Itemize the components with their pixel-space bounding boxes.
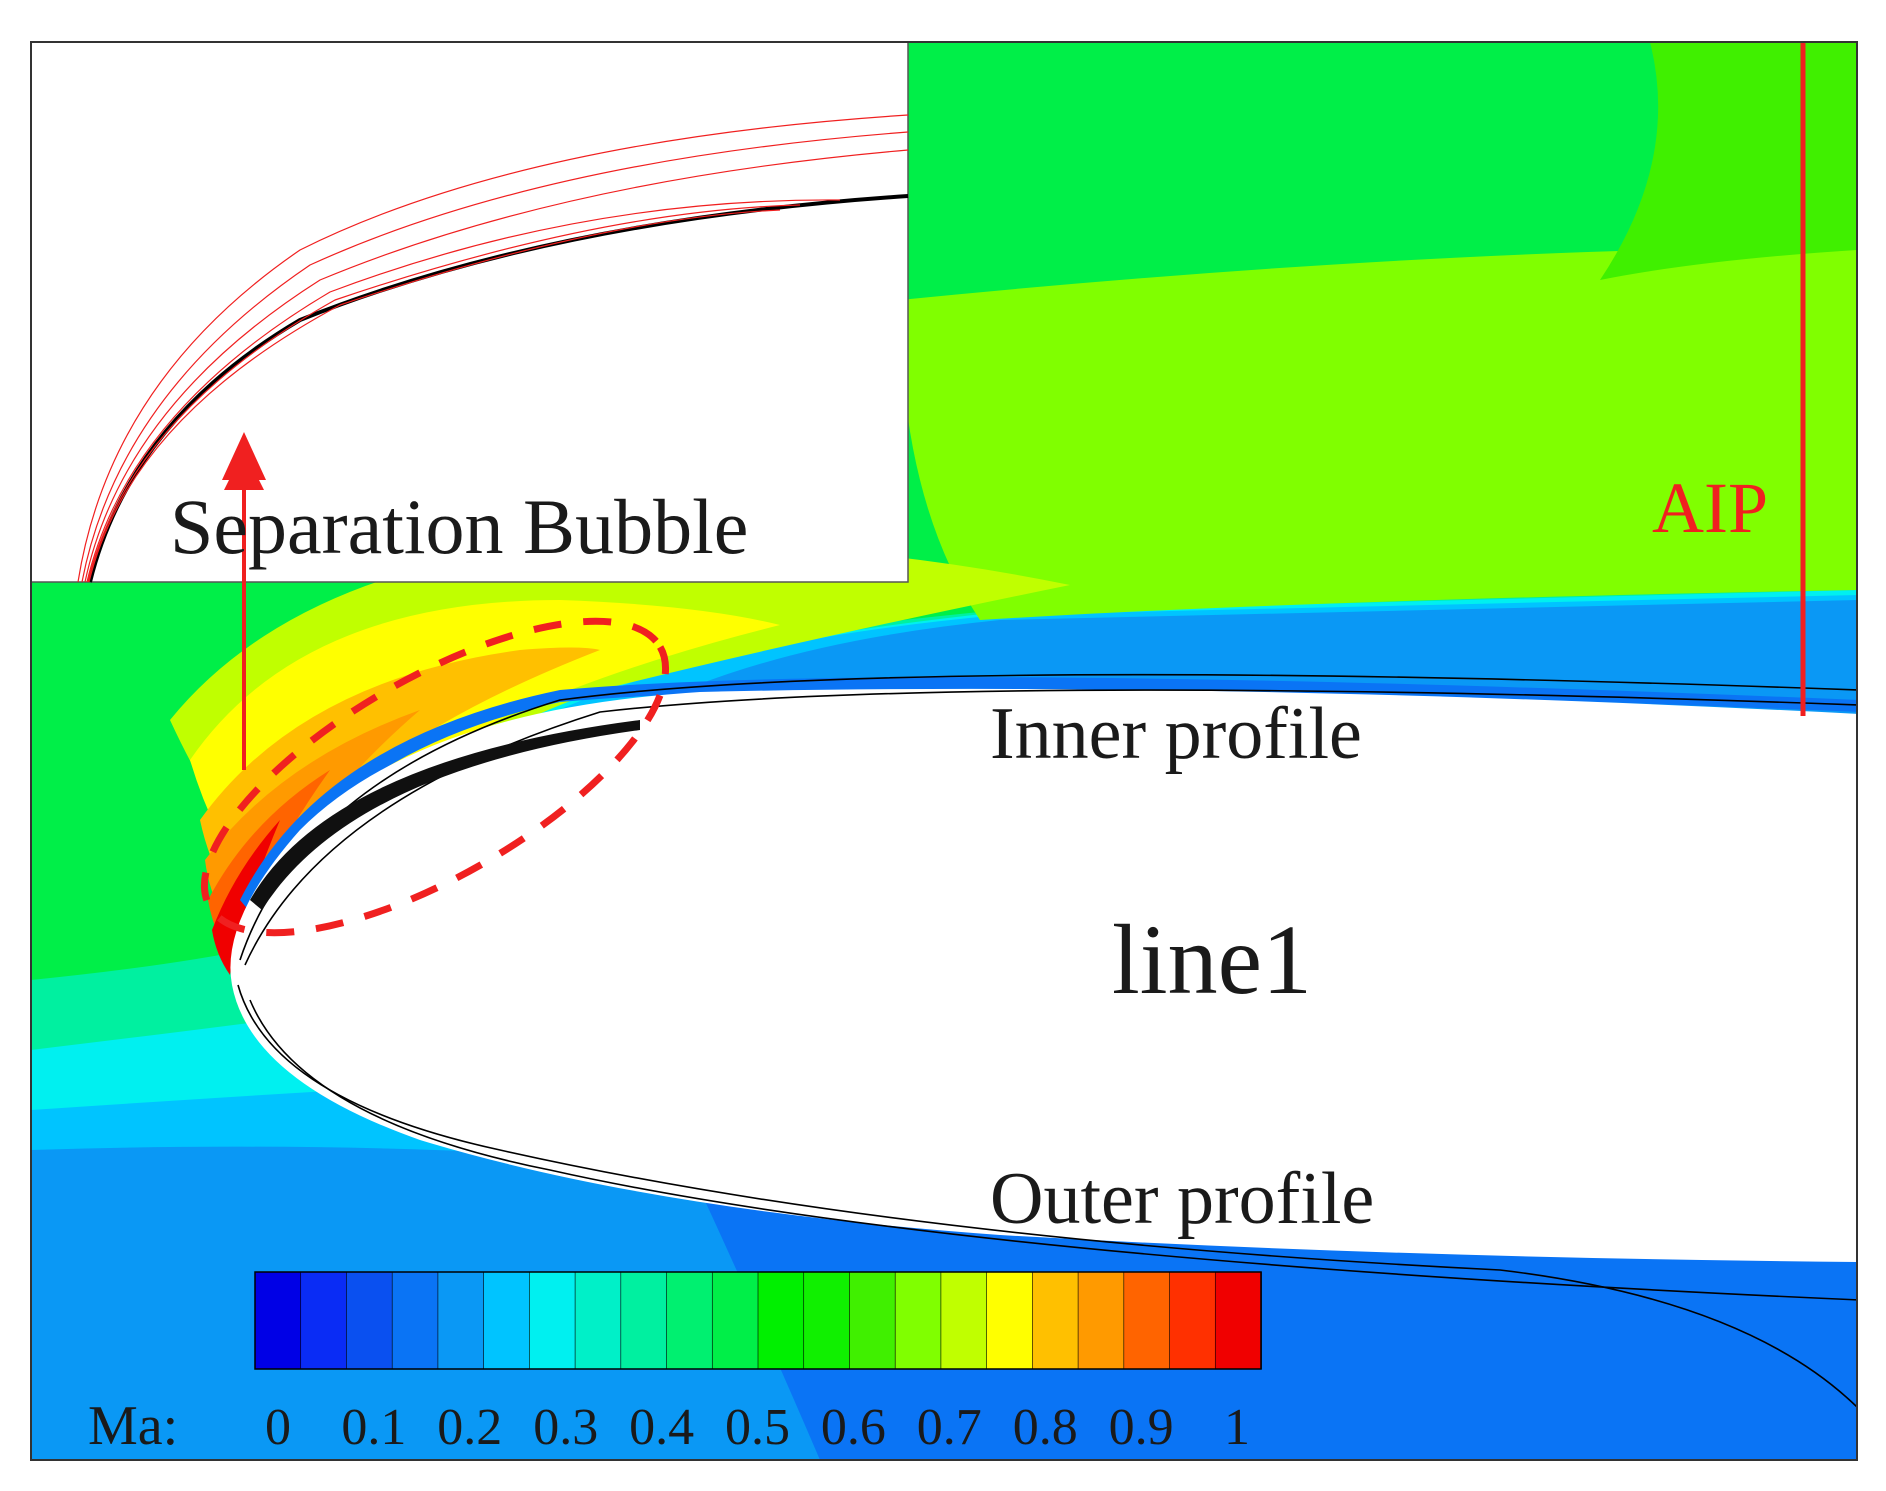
- colorbar-tick-label: 0.1: [341, 1399, 406, 1456]
- outer-profile-label: Outer profile: [990, 1158, 1374, 1240]
- inset-streamline-3: [84, 149, 909, 583]
- contour-band-blue-lower: [700, 1190, 1857, 1460]
- colorbar-cell: [483, 1271, 531, 1370]
- aip-label: AIP: [1652, 468, 1768, 548]
- colorbar: Ma: 0 0.1 0.2 0.3 0.4 0.5 0.6 0.7 0.8 0.9 1: [88, 1271, 1262, 1457]
- colorbar-cell: [711, 1271, 759, 1370]
- line1-label: line1: [1112, 904, 1312, 1015]
- nacelle-lip-body: [230, 688, 1857, 1262]
- colorbar-cell: [757, 1271, 805, 1370]
- colorbar-cell: [437, 1271, 485, 1370]
- inset-streamline-2: [81, 131, 909, 583]
- colorbar-cell: [391, 1271, 439, 1370]
- streamline-upper-2: [244, 689, 1857, 966]
- colorbar-title: Ma:: [88, 1395, 178, 1457]
- colorbar-frame: [254, 1271, 1262, 1370]
- inset-streamlines: [77, 114, 909, 583]
- colorbar-tick-label: 0.8: [1013, 1399, 1078, 1456]
- colorbar-tick-labels: 0 0.1 0.2 0.3 0.4 0.5 0.6 0.7 0.8 0.9 1: [265, 1399, 1250, 1456]
- separation-bubble-inset: [30, 41, 909, 583]
- contour-band-boundary-layer: [240, 677, 1857, 912]
- colorbar-cell: [666, 1271, 714, 1370]
- contour-band-yellow: [190, 600, 780, 920]
- plot-frame: [30, 41, 1858, 1461]
- colorbar-cell: [529, 1271, 576, 1370]
- colorbar-tick-label: 1: [1224, 1399, 1250, 1456]
- inset-streamline-6: [88, 209, 781, 583]
- colorbar-cell: [1032, 1271, 1079, 1370]
- colorbar-cell: [940, 1271, 988, 1370]
- colorbar-cell: [254, 1271, 302, 1370]
- colorbar-cell: [1169, 1271, 1217, 1370]
- colorbar-tick-label: 0.6: [821, 1399, 886, 1456]
- colorbar-cell: [1214, 1271, 1262, 1370]
- inset-frame: [30, 41, 909, 583]
- separation-bubble-label: Separation Bubble: [170, 483, 748, 570]
- colorbar-tick-label: 0.4: [629, 1399, 694, 1456]
- colorbar-tick-label: 0: [265, 1399, 291, 1456]
- colorbar-cell: [1077, 1271, 1125, 1370]
- colorbar-tick-label: 0.2: [437, 1399, 502, 1456]
- colorbar-cell: [803, 1271, 851, 1370]
- colorbar-tick-label: 0.5: [725, 1399, 790, 1456]
- colorbar-cell: [894, 1271, 942, 1370]
- contour-band-light-green: [900, 42, 1857, 620]
- separation-arrow-head: [222, 432, 266, 480]
- colorbar-cell: [986, 1271, 1034, 1370]
- colorbar-cell: [346, 1271, 393, 1370]
- colorbar-cell: [300, 1271, 348, 1370]
- inset-streamline-5: [87, 204, 801, 583]
- streamline-lower-1: [237, 984, 1857, 1409]
- colorbar-tick-label: 0.3: [533, 1399, 598, 1456]
- inset-streamline-1: [77, 114, 909, 583]
- colorbar-cell: [574, 1271, 622, 1370]
- inset-streamline-4: [86, 199, 841, 583]
- colorbar-cell: [1123, 1271, 1171, 1370]
- colorbar-cell: [849, 1271, 896, 1370]
- streamline-lower-2: [249, 999, 1857, 1301]
- colorbar-tick-label: 0.7: [917, 1399, 982, 1456]
- contour-band-lime-top: [1600, 42, 1857, 280]
- colorbar-cell: [620, 1271, 668, 1370]
- separation-highlight-ellipse: [200, 617, 670, 937]
- colorbar-tick-label: 0.9: [1109, 1399, 1174, 1456]
- colorbar-cells: [254, 1271, 1262, 1370]
- inner-profile-label: Inner profile: [990, 693, 1362, 775]
